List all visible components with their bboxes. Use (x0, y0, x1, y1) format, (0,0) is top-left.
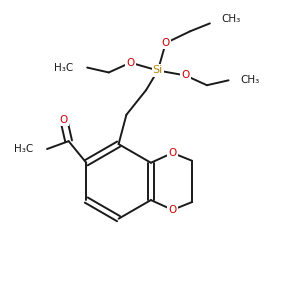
Text: Si: Si (153, 65, 163, 76)
Text: O: O (168, 148, 177, 158)
Text: CH₃: CH₃ (240, 75, 260, 85)
Text: O: O (60, 115, 68, 124)
Text: CH₃: CH₃ (222, 14, 241, 25)
Text: O: O (162, 38, 170, 48)
Text: H₃C: H₃C (54, 63, 74, 73)
Text: H₃C: H₃C (14, 144, 33, 154)
Text: O: O (168, 205, 177, 215)
Text: O: O (126, 58, 134, 68)
Text: O: O (181, 70, 190, 80)
